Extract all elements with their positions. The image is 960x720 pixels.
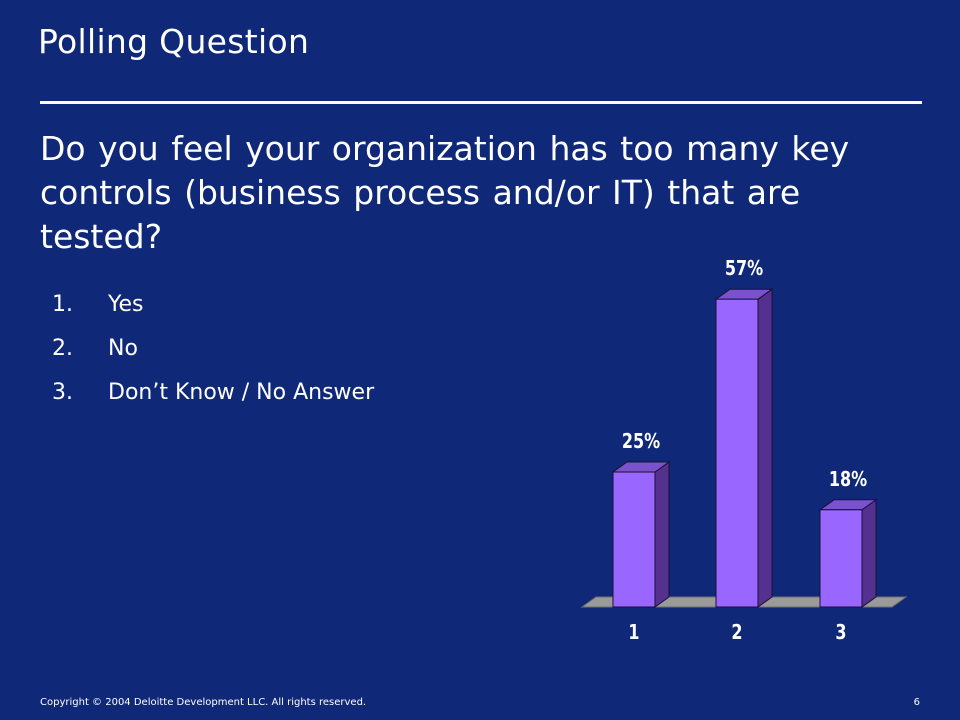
- option-label: Don’t Know / No Answer: [108, 380, 375, 405]
- x-tick-label: 3: [835, 621, 846, 644]
- poll-results-bar-chart: 25% 1 57% 2 18% 3: [580, 258, 908, 645]
- slide-title: Polling Question: [38, 22, 310, 61]
- bar: [715, 298, 759, 608]
- bar-side-face: [654, 461, 670, 608]
- answer-option: 3. Don’t Know / No Answer: [52, 376, 374, 420]
- bar-side-face: [757, 288, 773, 608]
- option-label: No: [108, 336, 138, 361]
- answer-options-list: 1. Yes 2. No 3. Don’t Know / No Answer: [52, 288, 374, 420]
- bar-side-face: [861, 498, 877, 608]
- option-number: 2.: [52, 336, 73, 361]
- option-label: Yes: [108, 292, 144, 317]
- data-label: 18%: [829, 468, 867, 491]
- answer-option: 2. No: [52, 332, 374, 376]
- copyright-notice: Copyright © 2004 Deloitte Development LL…: [40, 697, 367, 708]
- poll-question: Do you feel your organization has too ma…: [40, 129, 850, 256]
- data-label: 25%: [622, 430, 660, 453]
- bar: [819, 509, 863, 608]
- page-number: 6: [913, 697, 920, 708]
- bar: [612, 471, 656, 608]
- x-tick-label: 1: [628, 621, 639, 644]
- option-number: 3.: [52, 380, 73, 405]
- title-divider: [40, 101, 922, 104]
- x-tick-label: 2: [731, 621, 742, 644]
- option-number: 1.: [52, 292, 73, 317]
- answer-option: 1. Yes: [52, 288, 374, 332]
- data-label: 57%: [725, 258, 763, 281]
